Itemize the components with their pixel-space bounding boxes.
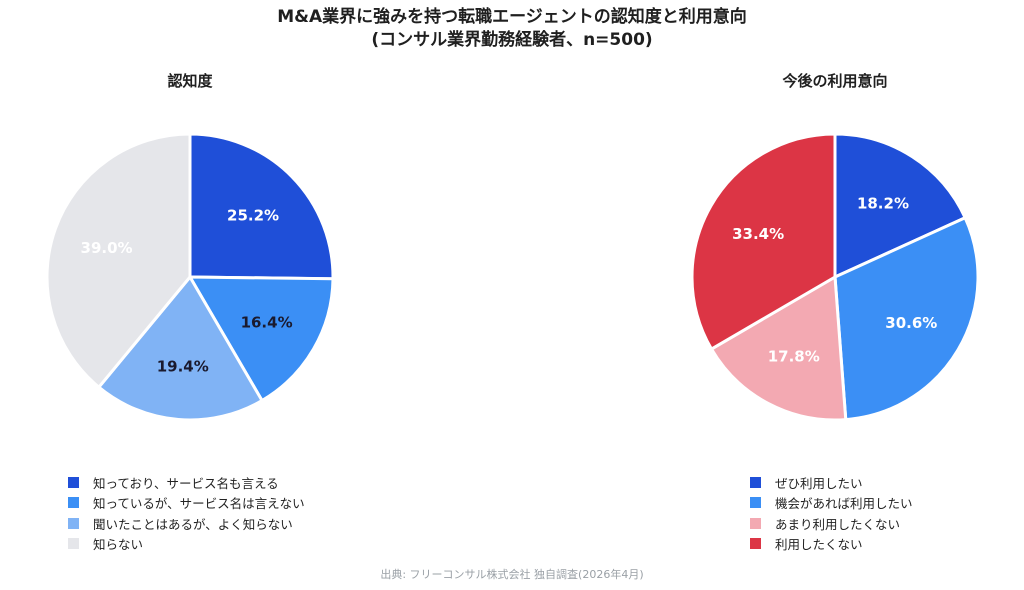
source-note: 出典: フリーコンサル株式会社 独自調査(2026年4月) xyxy=(380,568,644,581)
legend-label: 知っているが、サービス名は言えない xyxy=(93,496,305,512)
pie-slice-value-label: 39.0% xyxy=(81,239,133,257)
pie-slice xyxy=(709,274,848,422)
legend-item: 利用したくない xyxy=(750,534,913,555)
pie-slice-value-label: 16.4% xyxy=(241,314,293,332)
chart-title-line2: (コンサル業界勤務経験者、n=500) xyxy=(371,30,653,50)
legend-label: あまり利用したくない xyxy=(775,516,901,532)
pie-slice-value-label: 19.4% xyxy=(157,357,209,375)
legend-swatch xyxy=(750,517,761,529)
legend-label: 機会があれば利用したい xyxy=(775,496,913,512)
legend-label: ぜひ利用したい xyxy=(775,475,863,491)
legend-item: 知っているが、サービス名は言えない xyxy=(68,493,305,514)
pie1-title: 認知度 xyxy=(167,72,213,90)
legend-label: 知らない xyxy=(93,537,144,553)
pie2-title: 今後の利用意向 xyxy=(782,72,888,90)
pie-slice xyxy=(833,132,968,280)
pie-slice xyxy=(188,132,335,281)
pie-chart-intent: 18.2% 30.6% 17.8% 33.4% xyxy=(690,132,980,422)
pie-slice xyxy=(45,132,192,390)
legend-label: 利用したくない xyxy=(775,537,863,553)
legend-item: 知らない xyxy=(68,534,305,555)
legend-swatch xyxy=(750,476,761,488)
legend-item: 知っており、サービス名も言える xyxy=(68,472,305,493)
legend-awareness: 知っており、サービス名も言える知っているが、サービス名は言えない 聞いたことはある… xyxy=(68,472,305,554)
legend-label: 聞いたことはあるが、よく知らない xyxy=(93,516,293,532)
legend-item: 聞いたことはあるが、よく知らない xyxy=(68,513,305,534)
pie-slice-value-label: 30.6% xyxy=(885,314,937,332)
pie-slice xyxy=(96,274,265,422)
legend-swatch xyxy=(68,476,79,488)
pie-slice-value-label: 33.4% xyxy=(732,225,784,243)
legend-swatch xyxy=(68,538,79,550)
legend-swatch xyxy=(750,538,761,550)
legend-item: ぜひ利用したい xyxy=(750,472,913,493)
pie-slice xyxy=(187,275,335,403)
pie-slice-value-label: 18.2% xyxy=(857,194,909,212)
pie-chart-awareness: 25.2% 16.4% 19.4% 39.0% xyxy=(45,132,335,422)
legend-swatch xyxy=(750,497,761,509)
legend-label: 知っており、サービス名も言える xyxy=(93,475,279,491)
legend-item: あまり利用したくない xyxy=(750,513,913,534)
chart-title-line1: M&A業界に強みを持つ転職エージェントの認知度と利用意向 xyxy=(277,7,747,27)
legend-swatch xyxy=(68,497,79,509)
pie-slice-value-label: 17.8% xyxy=(768,347,820,365)
pie-slice-value-label: 25.2% xyxy=(227,207,279,225)
pie-slice xyxy=(833,215,980,422)
legend-item: 機会があれば利用したい xyxy=(750,493,913,514)
legend-swatch xyxy=(68,517,79,529)
legend-intent: ぜひ利用したい機会があれば利用したい あまり利用したくない 利用したくない xyxy=(750,472,913,554)
pie-slice xyxy=(690,132,837,352)
